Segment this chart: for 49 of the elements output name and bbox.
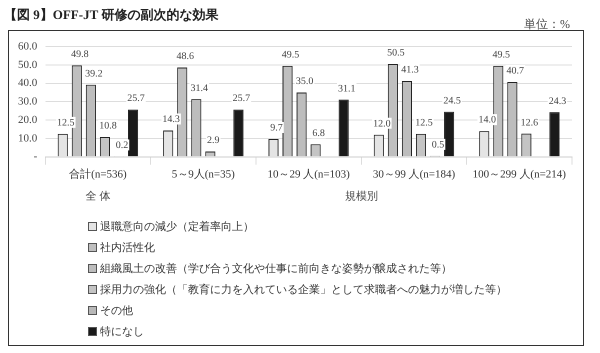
text: 全 体 [86, 190, 110, 203]
chart-title: 【図 9】OFF-JT 研修の副次的な効果 [4, 6, 218, 24]
data-label: 24.5 [443, 95, 461, 106]
data-label: 41.3 [401, 64, 419, 76]
y-tick-label: - [34, 150, 38, 163]
y-tick-label: 50.0 [18, 58, 38, 71]
data-label: 25.7 [232, 93, 250, 104]
data-label: 2.9 [207, 135, 220, 146]
legend-label: その他 [100, 304, 133, 318]
x-tick-label: 30～99 人(n=184) [372, 168, 456, 180]
data-label: 12.5 [57, 117, 75, 128]
legend-label: 特になし [100, 325, 144, 339]
x-tick-label: 合計(n=536) [69, 167, 128, 180]
data-label: 48.6 [176, 51, 194, 62]
data-label: 31.1 [338, 83, 356, 94]
text: 単位：% [524, 16, 570, 33]
text: 規模別 [344, 190, 378, 203]
y-tick-label: 40.0 [18, 77, 38, 90]
data-label: 12.5 [415, 117, 433, 128]
data-label: 25.7 [127, 93, 145, 104]
x-tick-label: 5～9人(n=35) [172, 168, 236, 180]
y-tick-label: 20.0 [18, 114, 38, 126]
data-label: 40.7 [506, 66, 524, 77]
x-tick-label: 10～29 人(n=103) [267, 168, 350, 180]
data-label: 0.2 [116, 140, 128, 152]
data-label: 50.5 [387, 48, 405, 59]
data-label: 9.7 [270, 122, 283, 134]
data-label: 35.0 [296, 76, 314, 88]
data-label: 14.3 [162, 114, 180, 126]
data-label: 31.4 [190, 82, 208, 94]
data-label: 14.0 [478, 114, 496, 126]
data-label: 39.2 [85, 68, 103, 80]
data-label: 12.0 [373, 118, 391, 130]
y-tick-label: 30.0 [18, 96, 38, 108]
legend-label: 組織風土の改善（学び合う文化や仕事に前向きな姿勢が醸成された等） [100, 262, 452, 276]
data-label: 0.5 [432, 140, 444, 151]
data-label: 10.8 [99, 120, 117, 132]
legend-label: 退職意向の減少（定着率向上） [100, 220, 254, 234]
x-tick-label: 100～299 人(n=214) [472, 168, 566, 180]
data-label: 24.3 [548, 96, 566, 107]
y-tick-label: 60.0 [18, 40, 38, 52]
data-label: 6.8 [312, 128, 325, 139]
data-label: 12.6 [520, 117, 538, 128]
data-label: 49.8 [71, 48, 89, 60]
legend-label: 採用力の強化（「教育に力を入れている企業」として求職者への魅力が増した等） [100, 282, 507, 297]
legend-label: 社内活性化 [100, 241, 155, 255]
data-label: 49.5 [282, 50, 300, 61]
y-tick-label: 10.0 [18, 132, 38, 144]
data-label: 49.5 [492, 50, 510, 61]
